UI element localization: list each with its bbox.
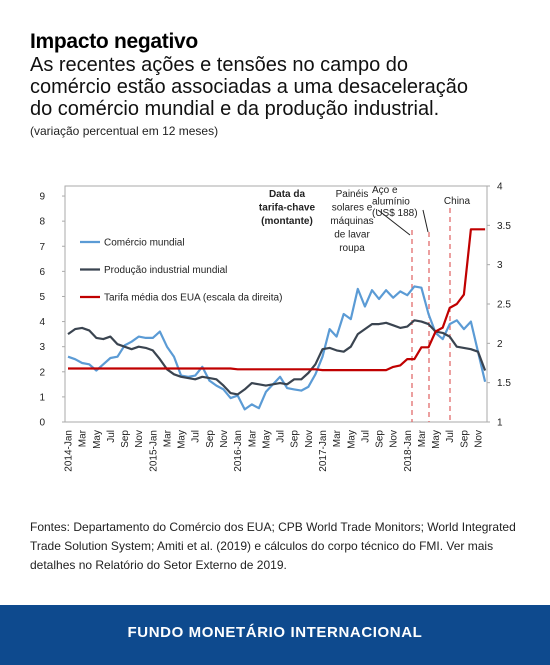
- x-tick-label: Nov: [219, 430, 230, 448]
- x-tick-label: 2014-Jan: [64, 430, 75, 472]
- source-line: Trade Solution System; Amiti et al. (201…: [30, 539, 494, 553]
- x-tick-label: Mar: [332, 429, 343, 447]
- x-tick-label: 2017-Jan: [318, 430, 329, 472]
- x-tick-label: 2015-Jan: [148, 430, 159, 472]
- source-line: detalhes no Relatório do Setor Externo d…: [30, 558, 287, 572]
- x-tick-label: Sep: [290, 430, 301, 448]
- footer: FUNDO MONETÁRIO INTERNACIONAL: [0, 605, 550, 665]
- x-tick-label: Sep: [375, 430, 386, 448]
- x-tick-label: Mar: [162, 429, 173, 447]
- series-line: [67, 285, 487, 411]
- x-tick-label: Nov: [389, 430, 400, 448]
- y-tick-label: 4: [39, 317, 45, 328]
- event-lines: [411, 208, 451, 422]
- arrows: [377, 209, 429, 236]
- x-tick-label: May: [92, 430, 103, 449]
- subtitle: do comércio mundial e da produção indust…: [30, 98, 440, 120]
- x-tick-label: Nov: [474, 430, 485, 448]
- x-tick-label: Mar: [417, 429, 428, 447]
- x-tick-label: 2018-Jan: [403, 430, 414, 472]
- series-line: [67, 319, 487, 396]
- y-tick-label: 9: [39, 192, 45, 203]
- x-tick-label: Jul: [106, 430, 117, 443]
- y2-tick-label: 1: [497, 418, 503, 429]
- annotation: alumínio: [372, 197, 410, 208]
- x-tick-label: May: [431, 430, 442, 449]
- note: (variação percentual em 12 meses): [30, 124, 219, 138]
- x-tick-label: Sep: [120, 430, 131, 448]
- x-tick-label: Mar: [247, 429, 258, 447]
- x-tick-label: Jul: [360, 430, 371, 443]
- source-line: Fontes: Departamento do Comércio dos EUA…: [30, 520, 516, 534]
- subtitle: comércio estão associadas a uma desacele…: [30, 76, 469, 98]
- header: Impacto negativo As recentes ações e ten…: [30, 30, 540, 138]
- x-tick-label: Sep: [205, 430, 216, 448]
- legend-label: Comércio mundial: [104, 238, 185, 249]
- y2-tick-label: 2: [497, 339, 503, 350]
- annotation: Aço e: [372, 185, 398, 196]
- annotation: Painéis: [336, 189, 369, 200]
- y-tick-label: 5: [39, 292, 45, 303]
- source: Fontes: Departamento do Comércio dos EUA…: [30, 518, 520, 575]
- annotation: tarifa-chave: [259, 203, 316, 214]
- x-tick-label: Jul: [445, 430, 456, 443]
- legend-label: Tarifa média dos EUA (escala da direita): [104, 293, 282, 304]
- y-tick-label: 1: [39, 392, 45, 403]
- y-tick-label: 8: [39, 217, 45, 228]
- y2-tick-label: 4: [497, 182, 503, 193]
- x-tick-label: May: [346, 430, 357, 449]
- arrow: [377, 209, 411, 236]
- title: Impacto negativo: [30, 30, 198, 53]
- legend-label: Produção industrial mundial: [104, 265, 227, 276]
- annotation: (US$ 188): [372, 208, 418, 219]
- annotation: Data da: [269, 189, 306, 200]
- x-tick-label: Jul: [276, 430, 287, 443]
- y-tick-label: 3: [39, 342, 45, 353]
- x-tick-label: Jul: [191, 430, 202, 443]
- annotation: (montante): [261, 216, 313, 227]
- y-tick-label: 6: [39, 267, 45, 278]
- y-tick-label: 7: [39, 242, 45, 253]
- annotation: máquinas: [330, 216, 373, 227]
- y2-tick-label: 3: [497, 260, 503, 271]
- y-tick-label: 2: [39, 367, 45, 378]
- series-line: [68, 228, 486, 372]
- y2-tick-label: 3.5: [497, 221, 511, 232]
- x-tick-label: May: [261, 430, 272, 449]
- annotation: solares e: [332, 203, 373, 214]
- y-tick-label: 0: [39, 418, 45, 429]
- annotation: de lavar: [334, 230, 370, 241]
- annotation: China: [444, 196, 471, 207]
- x-tick-label: Nov: [134, 430, 145, 448]
- annotation: roupa: [339, 243, 365, 254]
- arrow: [422, 209, 429, 233]
- x-tick-label: Sep: [459, 430, 470, 448]
- x-tick-label: 2016-Jan: [233, 430, 244, 472]
- subtitle: As recentes ações e tensões no campo do: [30, 54, 409, 76]
- x-tick-label: May: [177, 430, 188, 449]
- x-tick-label: Nov: [304, 430, 315, 448]
- y2-tick-label: 2.5: [497, 300, 511, 311]
- x-tick-label: Mar: [78, 429, 89, 447]
- y2-tick-label: 1.5: [497, 378, 511, 389]
